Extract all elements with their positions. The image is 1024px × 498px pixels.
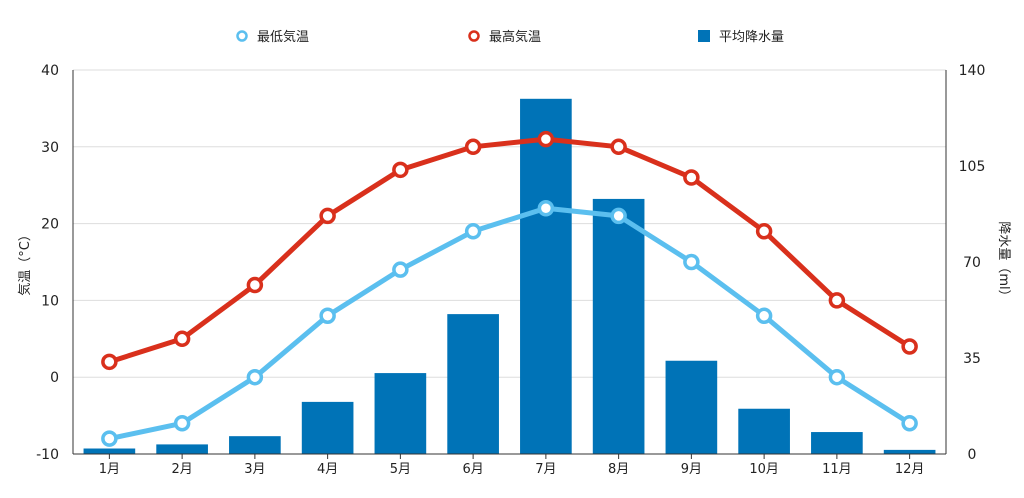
x-tick-label: 10月 <box>749 462 779 477</box>
legend-label: 最低気温 <box>257 29 309 45</box>
data-point <box>828 368 846 386</box>
legend: 最低気温 最高気温 平均降水量 <box>236 29 784 45</box>
legend-swatch-circle <box>468 30 480 42</box>
grid-lines <box>73 69 946 455</box>
y-right-tick-label: 35 <box>963 351 981 367</box>
x-tick-label: 7月 <box>535 462 556 477</box>
data-point <box>755 223 773 240</box>
x-tick-label: 1月 <box>99 462 120 477</box>
data-point <box>755 307 773 325</box>
x-tick-label: 3月 <box>244 462 265 477</box>
legend-label: 平均降水量 <box>719 30 784 45</box>
precipitation-bar <box>374 373 427 454</box>
data-point <box>464 223 482 240</box>
legend-label: 最高気温 <box>489 29 541 45</box>
data-point <box>683 253 700 271</box>
data-point <box>901 338 918 355</box>
precipitation-bar <box>229 436 281 454</box>
data-point <box>392 261 409 278</box>
y-right-tick-label: 140 <box>959 63 986 79</box>
data-point <box>101 353 118 371</box>
x-tick-label: 5月 <box>390 462 411 477</box>
data-point <box>173 330 191 348</box>
x-tick-label: 11月 <box>822 462 852 477</box>
data-point <box>537 130 555 148</box>
legend-swatch-square <box>698 30 710 42</box>
precipitation-bar <box>738 408 790 454</box>
precipitation-bar <box>665 360 718 454</box>
data-point <box>828 292 846 309</box>
x-tick-label: 9月 <box>681 462 702 477</box>
data-point <box>246 368 264 386</box>
precipitation-bars <box>83 98 936 455</box>
y-axis-title-right: 降水量（ml） <box>996 221 1011 302</box>
precipitation-bar <box>592 198 645 454</box>
data-point <box>901 415 918 432</box>
y-tick-label: 30 <box>41 140 59 156</box>
y-right-tick-label: 70 <box>963 255 981 271</box>
x-tick-label: 8月 <box>608 462 629 477</box>
data-point <box>173 415 191 432</box>
precipitation-bar <box>83 448 136 454</box>
y-right-tick-label: 105 <box>959 159 986 175</box>
precipitation-bar <box>883 449 936 454</box>
x-tick-label: 12月 <box>895 462 925 477</box>
precipitation-bar <box>520 98 572 455</box>
data-point <box>319 307 336 325</box>
y-tick-label: 40 <box>41 63 59 79</box>
y-tick-label: -10 <box>36 447 59 463</box>
precipitation-bar <box>447 314 499 454</box>
precipitation-bar <box>811 432 863 454</box>
data-point <box>319 207 336 225</box>
data-point <box>464 138 482 156</box>
precipitation-bar <box>301 401 354 454</box>
data-point <box>610 207 627 225</box>
data-point <box>101 430 118 447</box>
y-tick-label: 10 <box>41 293 59 309</box>
y-right-tick-label: 0 <box>968 447 977 463</box>
y-tick-label: 0 <box>50 370 59 386</box>
data-point <box>537 199 555 217</box>
x-tick-label: 4月 <box>317 462 338 477</box>
data-point <box>392 161 409 179</box>
data-point <box>683 169 700 186</box>
temperature-lines <box>101 130 918 447</box>
data-point <box>246 276 264 294</box>
series-line <box>106 136 913 365</box>
legend-swatch-circle <box>236 30 248 42</box>
data-point <box>610 138 627 156</box>
x-tick-label: 2月 <box>171 462 192 477</box>
y-tick-label: 20 <box>41 217 59 233</box>
y-axis-title-left: 気温（°C） <box>17 228 33 296</box>
axes: 40 30 20 10 0 -10 140 105 70 35 0 1月 2月 3月 4月 5月 6月 7月 8月 9… <box>17 63 1011 477</box>
series-line <box>106 205 913 442</box>
precipitation-bar <box>156 444 208 454</box>
x-tick-label: 6月 <box>462 462 483 477</box>
